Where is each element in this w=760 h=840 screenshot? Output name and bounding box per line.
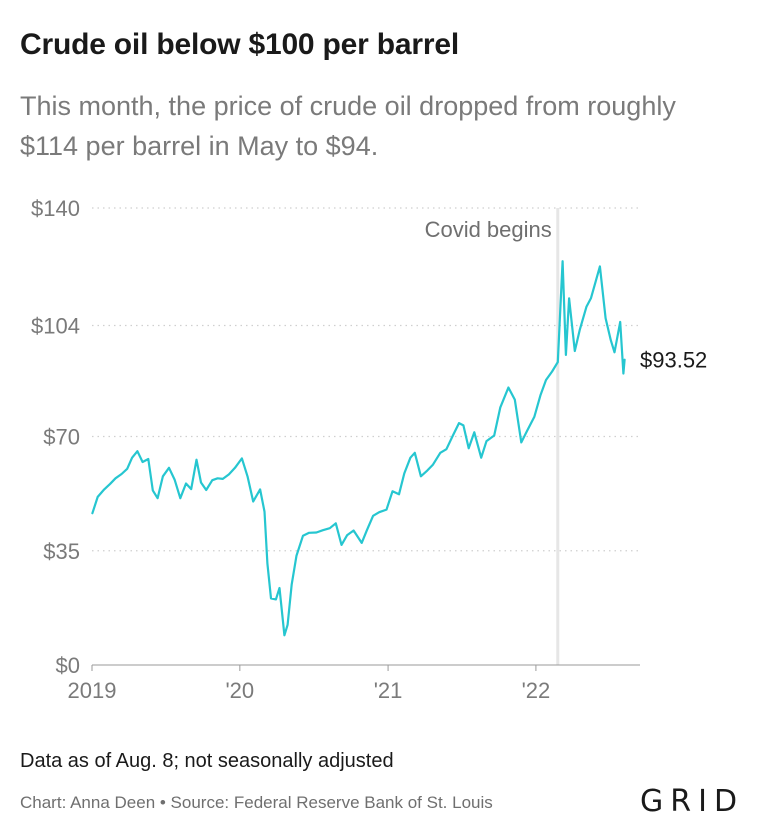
data-note: Data as of Aug. 8; not seasonally adjust… (20, 750, 394, 772)
y-tick-label: $140 (31, 196, 80, 221)
end-value-label: $93.52 (640, 348, 707, 373)
source-credit: Chart: Anna Deen • Source: Federal Reser… (20, 793, 493, 812)
chart-title: Crude oil below $100 per barrel (20, 28, 459, 61)
y-tick-label: $0 (56, 653, 80, 678)
x-tick-label: '22 (522, 678, 551, 703)
y-tick-label: $70 (43, 425, 80, 450)
annotation: Covid begins (425, 208, 560, 665)
x-tick-label: '20 (225, 678, 254, 703)
series-line (91, 260, 626, 637)
series-layer (91, 260, 626, 637)
line-chart: Covid begins $0 $35 $70 $104 $140 2019 '20 '21 '… (31, 196, 707, 703)
covid-annotation-label: Covid begins (425, 217, 552, 242)
gridlines (92, 207, 640, 552)
y-tick-label: $104 (31, 314, 80, 339)
chart-subtitle: This month, the price of crude oil dropp… (20, 91, 676, 161)
axes: $0 $35 $70 $104 $140 2019 '20 '21 '22 (31, 196, 640, 703)
y-tick-label: $35 (43, 539, 80, 564)
grid-logo: GRID (640, 784, 745, 819)
x-tick-label: '21 (374, 678, 403, 703)
x-tick-label: 2019 (68, 678, 117, 703)
